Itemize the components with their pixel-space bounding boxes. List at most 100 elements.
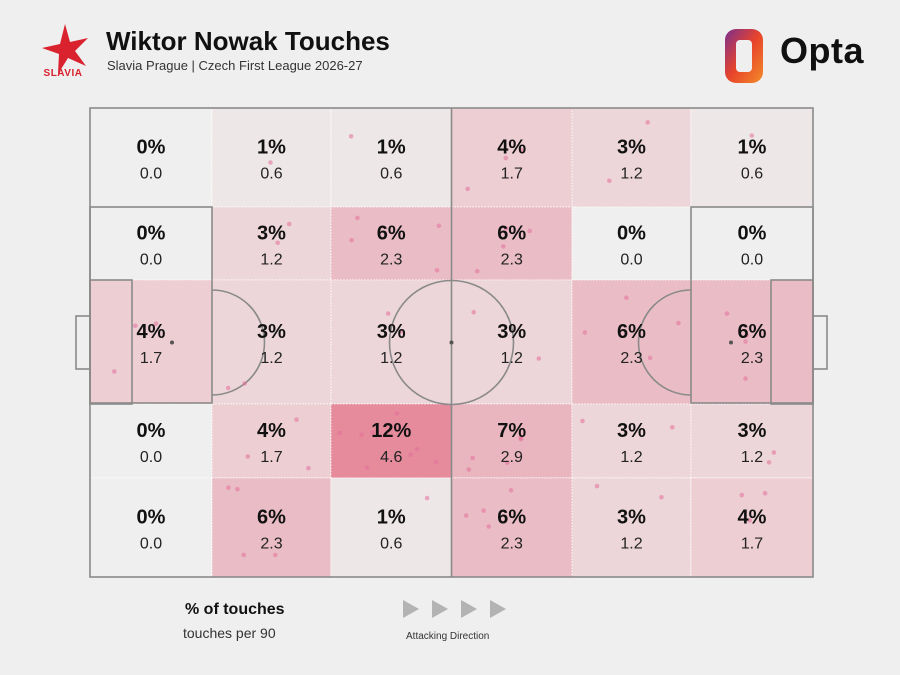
cell-pct-label: 0%: [137, 507, 166, 529]
touch-points: [112, 120, 777, 558]
touch-dot: [225, 385, 231, 391]
cell-pct-label: 3%: [377, 321, 406, 343]
right-goal: [812, 315, 828, 370]
touch-dot: [771, 450, 777, 455]
cell-p90-label: 4.6: [380, 449, 402, 466]
cell-pct-label: 1%: [377, 507, 406, 529]
touch-dot: [670, 425, 675, 430]
touch-dot: [594, 483, 600, 489]
touch-dot: [504, 460, 510, 465]
touch-dot: [436, 223, 442, 229]
touch-dot: [749, 133, 755, 138]
cell-pct-label: 3%: [617, 420, 646, 442]
heatmap-cell: [690, 403, 814, 479]
cell-p90-label: 1.7: [741, 536, 763, 553]
heatmap-cell: [690, 107, 814, 208]
provider-label: Opta: [780, 30, 865, 71]
touch-dot: [294, 417, 299, 422]
touch-dot: [465, 186, 471, 192]
touch-dot: [471, 309, 477, 315]
touch-dot: [349, 238, 354, 243]
slavia-star-icon: [42, 24, 88, 74]
cell-p90-label: 1.7: [260, 449, 282, 466]
cell-pct-label: 1%: [377, 137, 406, 159]
cell-pct-label: 4%: [738, 507, 767, 529]
centre-spot: [449, 340, 454, 345]
touch-dot: [503, 155, 509, 161]
touch-dot: [408, 452, 414, 458]
heatmap-cell: [330, 279, 452, 405]
heatmap-cell: [571, 206, 692, 281]
cell-p90-label: 2.3: [260, 536, 282, 553]
touch-dot: [486, 524, 492, 529]
cell-p90-label: 1.2: [501, 350, 523, 367]
touch-dot: [385, 311, 391, 316]
cell-p90-label: 2.9: [501, 449, 523, 466]
cell-p90-label: 1.2: [620, 166, 642, 183]
touch-dot: [235, 486, 240, 492]
cell-p90-label: 1.2: [620, 449, 642, 466]
cell-p90-label: 1.2: [741, 449, 763, 466]
touch-dot: [364, 465, 370, 470]
cell-p90-label: 0.0: [140, 252, 162, 269]
attacking-direction-arrows-icon: [403, 600, 506, 618]
touch-dot: [624, 295, 629, 301]
cell-p90-label: 2.3: [620, 350, 642, 367]
chart-title: Wiktor Nowak Touches: [106, 26, 390, 56]
touch-dot: [518, 147, 524, 153]
touch-dot: [286, 221, 292, 227]
pitch-spots: [170, 340, 733, 345]
cell-pct-label: 0%: [137, 223, 166, 245]
cell-labels: 0% 0.0 1% 0.6 1% 0.6 4% 1.7 3% 1.2 1% 0.6 0% 0.0 3% 1.2…: [137, 137, 767, 553]
cell-p90-label: 1.2: [620, 536, 642, 553]
touch-dot: [153, 321, 159, 327]
cell-pct-label: 3%: [617, 507, 646, 529]
heatmap-cell: [571, 403, 692, 479]
touch-dot: [268, 160, 273, 165]
cell-p90-label: 2.3: [501, 536, 523, 553]
left-penalty-spot: [170, 340, 174, 345]
touch-dot: [766, 460, 772, 465]
cell-pct-label: 7%: [497, 420, 526, 442]
cell-pct-label: 4%: [137, 321, 166, 343]
heatmap-cell: [211, 206, 332, 281]
cell-pct-label: 1%: [738, 137, 767, 159]
heatmap-cell: [89, 107, 213, 208]
touch-dot: [518, 436, 524, 442]
heatmap-cell: [690, 279, 814, 405]
cell-p90-label: 1.2: [380, 350, 402, 367]
touch-dot: [503, 226, 509, 231]
touch-dot: [743, 339, 748, 344]
cell-pct-label: 0%: [137, 420, 166, 442]
touch-dot: [527, 228, 532, 234]
cell-pct-label: 4%: [497, 137, 526, 159]
heatmap-cell: [451, 206, 573, 281]
touch-dot: [470, 455, 475, 461]
touch-dot: [607, 178, 612, 184]
cell-p90-label: 0.6: [741, 166, 763, 183]
centre-circle: [388, 279, 515, 406]
heatmap-cell: [571, 477, 692, 578]
touch-dot: [501, 244, 506, 249]
opta-logo-icon: [725, 29, 763, 83]
touch-dot: [676, 320, 681, 326]
cell-pct-label: 6%: [497, 507, 526, 529]
touch-dot: [762, 490, 768, 496]
heatmap-cell: [89, 477, 213, 578]
touch-dot: [466, 467, 472, 472]
cell-pct-label: 0%: [738, 223, 767, 245]
heatmap-cell: [211, 477, 332, 578]
cell-pct-label: 6%: [497, 223, 526, 245]
cell-p90-label: 0.0: [140, 536, 162, 553]
cell-p90-label: 0.0: [140, 166, 162, 183]
touch-dot: [241, 552, 246, 558]
heatmap-cell: [89, 403, 213, 479]
touch-dot: [744, 333, 750, 338]
legend-secondary: touches per 90: [183, 625, 276, 641]
cell-pct-label: 6%: [257, 507, 286, 529]
club-label: SLAVIA: [43, 68, 83, 79]
heatmap-cell: [330, 403, 452, 479]
cell-pct-label: 3%: [497, 321, 526, 343]
heatmap-cell: [451, 107, 573, 208]
cell-pct-label: 6%: [377, 223, 406, 245]
